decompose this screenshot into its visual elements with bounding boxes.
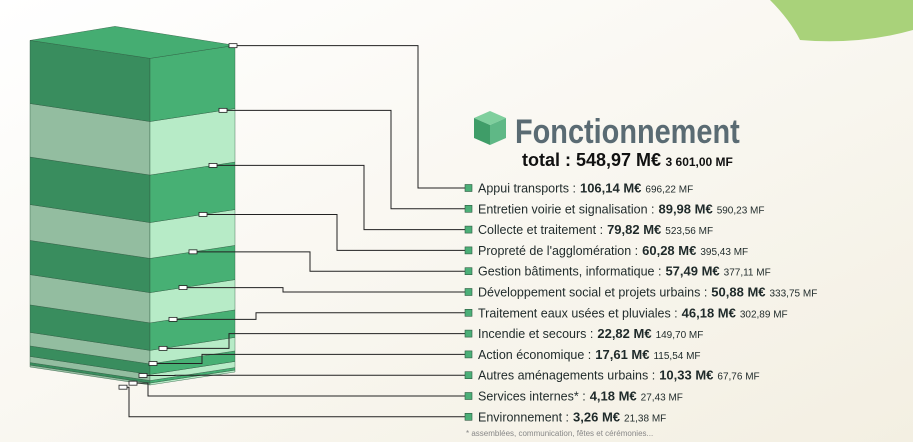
value-label: 89,98 M€ <box>658 201 712 216</box>
mf-label: 333,75 MF <box>770 289 818 300</box>
value-label: 22,82 M€ <box>597 326 651 341</box>
category: Propreté de l'agglomération : <box>478 244 638 258</box>
leader-dot <box>209 163 217 167</box>
category: Développement social et projets urbains … <box>478 286 707 300</box>
value-label: 10,33 M€ <box>659 368 713 383</box>
row-marker <box>465 268 472 275</box>
mf-label: 696,22 MF <box>645 185 693 196</box>
category: Gestion bâtiments, informatique : <box>478 265 661 279</box>
category: Environnement : <box>478 410 569 424</box>
value-label: 60,28 M€ <box>642 243 696 258</box>
mf-label: 27,43 MF <box>641 393 683 404</box>
category: Collecte et traitement : <box>478 223 603 237</box>
row-marker <box>465 372 472 379</box>
value-label: 4,18 M€ <box>590 389 637 404</box>
mf-label: 67,76 MF <box>717 372 759 383</box>
category: Services internes* : <box>478 390 586 404</box>
row-marker <box>465 309 472 316</box>
value-label: 50,88 M€ <box>711 285 765 300</box>
row-marker <box>465 205 472 212</box>
category: Action économique : <box>478 348 591 362</box>
value-label: 106,14 M€ <box>580 181 641 196</box>
value-label: 79,82 M€ <box>607 222 661 237</box>
category: Appui transports : <box>478 182 576 196</box>
row-marker <box>465 351 472 358</box>
total-mf: 3 601,00 MF <box>666 155 733 169</box>
mf-label: 377,11 MF <box>724 268 771 279</box>
leader-dot <box>179 286 187 290</box>
leader-dot <box>159 346 167 350</box>
value-label: 3,26 M€ <box>573 409 620 424</box>
row-marker <box>465 413 472 420</box>
row-marker <box>465 185 472 192</box>
mf-label: 590,23 MF <box>717 205 765 216</box>
value-label: 17,61 M€ <box>595 347 649 362</box>
leader-dot <box>219 108 227 112</box>
leader-dot <box>199 212 207 216</box>
mf-label: 395,43 MF <box>700 247 748 258</box>
leader-dot <box>149 361 157 365</box>
footnote: * assemblées, communication, fêtes et cé… <box>466 429 653 438</box>
mf-label: 302,89 MF <box>740 309 788 320</box>
mf-label: 523,56 MF <box>665 226 713 237</box>
mf-label: 21,38 MF <box>624 413 666 424</box>
row-marker <box>465 330 472 337</box>
category: Incendie et secours : <box>478 327 593 341</box>
title-icon <box>474 111 506 145</box>
category: Autres aménagements urbains : <box>478 369 655 383</box>
leader-dot <box>229 44 237 48</box>
leader-dot <box>169 317 177 321</box>
category: Entretien voirie et signalisation : <box>478 202 654 216</box>
row-marker <box>465 226 472 233</box>
leader-dot <box>189 250 197 254</box>
row-marker <box>465 289 472 296</box>
row-marker <box>465 393 472 400</box>
value-label: 57,49 M€ <box>665 264 719 279</box>
mf-label: 149,70 MF <box>656 330 704 341</box>
row-marker <box>465 247 472 254</box>
total: total : 548,97 M€ <box>522 150 661 170</box>
chart-title: Fonctionnement <box>515 112 740 151</box>
infographic: Fonctionnement total : 548,97 M€ 3 601,0… <box>0 0 913 442</box>
value-label: 46,18 M€ <box>682 305 736 320</box>
leader-dot <box>139 373 147 377</box>
leader-dot <box>119 385 127 389</box>
leader-dot <box>129 381 137 385</box>
category: Traitement eaux usées et pluviales : <box>478 306 678 320</box>
mf-label: 115,54 MF <box>653 351 700 362</box>
